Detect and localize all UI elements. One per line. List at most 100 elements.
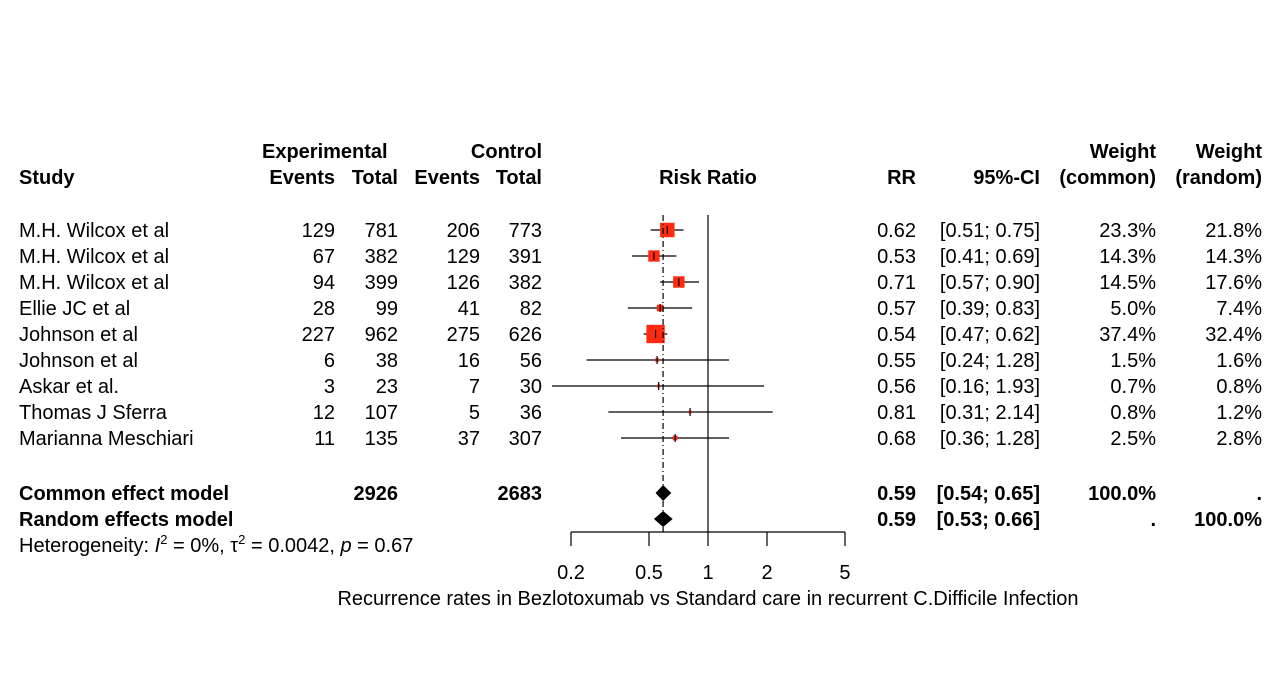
header-random: (random) — [1175, 167, 1262, 189]
ci-value: [0.47; 0.62] — [940, 324, 1040, 346]
exp-events: 227 — [302, 324, 335, 346]
exp-total: 135 — [365, 428, 398, 450]
weight-random: 17.6% — [1205, 272, 1262, 294]
header-study: Study — [19, 167, 75, 189]
table-row: Askar et al. 3 23 7 30 0.56 [0.16; 1.93] 0.7% 0.… — [19, 376, 1262, 398]
ctrl-total: 56 — [520, 350, 542, 372]
header-common: (common) — [1059, 167, 1156, 189]
exp-events: 6 — [324, 350, 335, 372]
weight-random: 7.4% — [1216, 298, 1262, 320]
rr-value: 0.53 — [877, 246, 916, 268]
ci-value: [0.51; 0.75] — [940, 220, 1040, 242]
weight-common: 5.0% — [1110, 298, 1156, 320]
header-ctrl-events: Events — [414, 167, 480, 189]
study-name: Marianna Meschiari — [19, 428, 194, 450]
header-ctrl-total: Total — [496, 167, 542, 189]
x-tick-label: 0.2 — [557, 562, 585, 584]
x-tick-label: 0.5 — [635, 562, 663, 584]
rr-value: 0.55 — [877, 350, 916, 372]
ctrl-total: 307 — [509, 428, 542, 450]
ctrl-events: 126 — [447, 272, 480, 294]
rr-value: 0.81 — [877, 402, 916, 424]
study-name: M.H. Wilcox et al — [19, 246, 169, 268]
x-tick-label: 2 — [761, 562, 772, 584]
summary-rows: Common effect model 2926 2683 0.59 [0.54; 0.… — [19, 483, 1262, 531]
summary-weight-random: 100.0% — [1194, 509, 1262, 531]
plot-marks — [552, 215, 773, 532]
ci-value: [0.24; 1.28] — [940, 350, 1040, 372]
ctrl-total: 30 — [520, 376, 542, 398]
study-name: Ellie JC et al — [19, 298, 130, 320]
weight-common: 0.8% — [1110, 402, 1156, 424]
table-row: Marianna Meschiari 11 135 37 307 0.68 [0.36; 1… — [19, 428, 1262, 450]
table-row: Johnson et al 227 962 275 626 0.54 [0.47; 0.62… — [19, 324, 1262, 346]
exp-events: 28 — [313, 298, 335, 320]
ctrl-events: 5 — [469, 402, 480, 424]
summary-ci: [0.54; 0.65] — [937, 483, 1040, 505]
study-name: Johnson et al — [19, 324, 138, 346]
ci-value: [0.41; 0.69] — [940, 246, 1040, 268]
summary-exp-total: 2926 — [354, 483, 399, 505]
ci-value: [0.39; 0.83] — [940, 298, 1040, 320]
table-row: M.H. Wilcox et al 67 382 129 391 0.53 [0.41; 0… — [19, 246, 1262, 268]
x-tick-label: 1 — [702, 562, 713, 584]
table-row: M.H. Wilcox et al 94 399 126 382 0.71 [0.57; 0… — [19, 272, 1262, 294]
ci-value: [0.36; 1.28] — [940, 428, 1040, 450]
ctrl-events: 275 — [447, 324, 480, 346]
header-exp-total: Total — [352, 167, 398, 189]
summary-name: Random effects model — [19, 509, 233, 531]
header-control: Control — [471, 141, 542, 163]
exp-total: 382 — [365, 246, 398, 268]
exp-events: 11 — [314, 428, 335, 450]
summary-rr: 0.59 — [877, 509, 916, 531]
ctrl-total: 382 — [509, 272, 542, 294]
exp-events: 67 — [313, 246, 335, 268]
x-tick-label: 5 — [839, 562, 850, 584]
ctrl-events: 129 — [447, 246, 480, 268]
header-risk-ratio: Risk Ratio — [659, 167, 757, 189]
exp-total: 99 — [376, 298, 398, 320]
study-name: Johnson et al — [19, 350, 138, 372]
study-name: M.H. Wilcox et al — [19, 272, 169, 294]
summary-row: Common effect model 2926 2683 0.59 [0.54; 0.… — [19, 483, 1262, 505]
weight-common: 0.7% — [1110, 376, 1156, 398]
ctrl-total: 626 — [509, 324, 542, 346]
summary-ci: [0.53; 0.66] — [937, 509, 1040, 531]
exp-events: 3 — [324, 376, 335, 398]
weight-random: 1.2% — [1216, 402, 1262, 424]
summary-name: Common effect model — [19, 483, 229, 505]
ctrl-events: 37 — [458, 428, 480, 450]
header-experimental: Experimental — [262, 141, 388, 163]
rr-value: 0.56 — [877, 376, 916, 398]
summary-weight-common: . — [1150, 509, 1156, 531]
summary-weight-random: . — [1256, 483, 1262, 505]
weight-random: 2.8% — [1216, 428, 1262, 450]
exp-total: 23 — [376, 376, 398, 398]
ctrl-total: 773 — [509, 220, 542, 242]
ctrl-total: 82 — [520, 298, 542, 320]
weight-common: 23.3% — [1099, 220, 1156, 242]
table-row: Johnson et al 6 38 16 56 0.55 [0.24; 1.28] 1.5%… — [19, 350, 1262, 372]
x-axis-label: Recurrence rates in Bezlotoxumab vs Stan… — [337, 588, 1078, 610]
rr-value: 0.71 — [877, 272, 916, 294]
weight-common: 14.3% — [1099, 246, 1156, 268]
rr-value: 0.54 — [877, 324, 916, 346]
table-row: Ellie JC et al 28 99 41 82 0.57 [0.39; 0.83] 5.… — [19, 298, 1262, 320]
header-ci: 95%-CI — [973, 167, 1040, 189]
ctrl-events: 206 — [447, 220, 480, 242]
study-name: Askar et al. — [19, 376, 119, 398]
exp-total: 781 — [365, 220, 398, 242]
exp-total: 38 — [376, 350, 398, 372]
summary-ctrl-total: 2683 — [498, 483, 543, 505]
weight-common: 2.5% — [1110, 428, 1156, 450]
weight-common: 1.5% — [1110, 350, 1156, 372]
header-weight-common: Weight — [1090, 141, 1157, 163]
x-axis: 0.2 0.5 1 2 5 — [557, 531, 851, 584]
study-name: M.H. Wilcox et al — [19, 220, 169, 242]
weight-random: 32.4% — [1205, 324, 1262, 346]
header-rr: RR — [887, 167, 916, 189]
ci-value: [0.31; 2.14] — [940, 402, 1040, 424]
weight-common: 14.5% — [1099, 272, 1156, 294]
table-row: Thomas J Sferra 12 107 5 36 0.81 [0.31; 2.14] 0… — [19, 402, 1262, 424]
